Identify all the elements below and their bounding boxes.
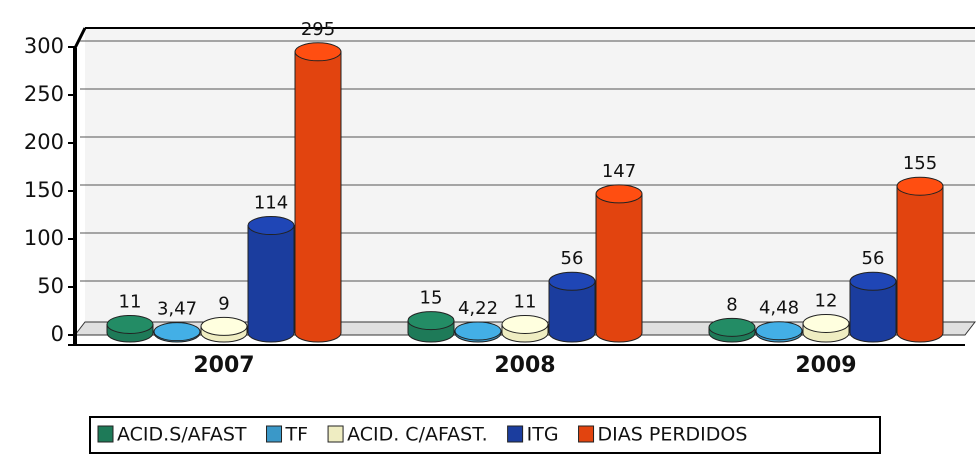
data-label: 9 <box>218 293 229 314</box>
data-label: 155 <box>903 153 937 174</box>
bar-top <box>849 271 897 291</box>
y-tick-label: 150 <box>24 178 64 202</box>
bar-top <box>200 316 248 336</box>
bar-top <box>247 216 295 236</box>
data-label: 4,48 <box>759 298 799 319</box>
legend-swatch <box>266 425 283 443</box>
bar-top <box>407 311 455 331</box>
data-label: 295 <box>301 19 335 40</box>
bar-top <box>595 184 643 204</box>
x-tick-label: 2008 <box>494 353 555 378</box>
legend-swatch <box>327 425 344 443</box>
y-tick-label: 0 <box>51 322 64 346</box>
bar <box>548 280 596 343</box>
axis-edge <box>73 27 87 49</box>
bar-top <box>106 314 154 334</box>
bar <box>294 51 342 343</box>
y-tick-label: 50 <box>37 274 64 298</box>
bar-top <box>802 313 850 333</box>
x-tick-label: 2007 <box>193 353 254 378</box>
bar-top <box>896 176 944 196</box>
data-label: 11 <box>514 291 537 312</box>
legend-swatch <box>507 425 524 443</box>
back-wall <box>85 28 975 322</box>
bar-top <box>153 322 201 342</box>
y-tick-label: 250 <box>24 82 64 106</box>
legend-label: ITG <box>527 424 559 446</box>
legend-label: DIAS PERDIDOS <box>598 424 748 446</box>
x-tick-label: 2009 <box>795 353 856 378</box>
bar-top <box>501 314 549 334</box>
bar <box>849 280 897 343</box>
legend-label: TF <box>285 424 309 446</box>
y-tick-label: 300 <box>24 34 64 58</box>
bar-top <box>708 317 756 337</box>
data-label: 4,22 <box>458 298 498 319</box>
bar <box>595 193 643 343</box>
bar-top <box>755 321 803 341</box>
data-label: 12 <box>815 290 838 311</box>
legend <box>89 416 881 454</box>
legend-label: ACID. C/AFAST. <box>347 424 488 446</box>
legend-swatch <box>97 425 114 443</box>
data-label: 3,47 <box>157 299 197 320</box>
data-label: 11 <box>119 291 142 312</box>
bar <box>896 185 944 343</box>
bar-top <box>294 42 342 62</box>
data-label: 56 <box>862 248 885 269</box>
bar <box>247 225 295 343</box>
data-label: 56 <box>561 248 584 269</box>
data-label: 8 <box>726 294 737 315</box>
bar-top <box>548 271 596 291</box>
data-label: 147 <box>602 161 636 182</box>
data-label: 15 <box>420 288 443 309</box>
legend-label: ACID.S/AFAST <box>117 424 247 446</box>
legend-swatch <box>578 425 595 443</box>
y-tick-label: 100 <box>24 226 64 250</box>
data-label: 114 <box>254 193 288 214</box>
bar-top <box>454 321 502 341</box>
y-tick-label: 200 <box>24 130 64 154</box>
